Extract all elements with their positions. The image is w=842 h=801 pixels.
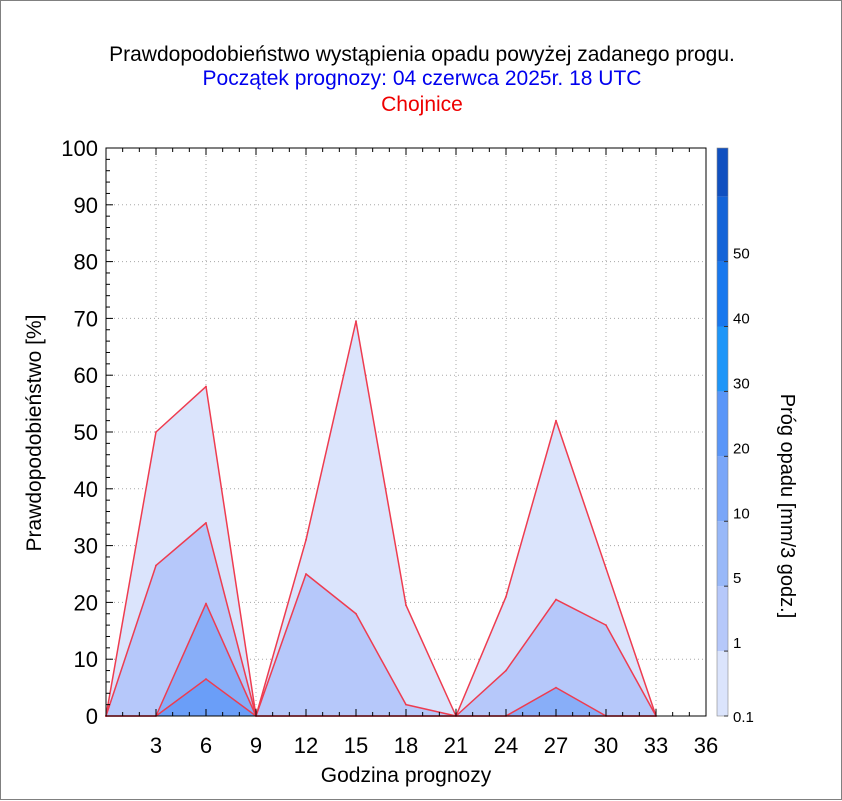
x-tick-label: 12 <box>294 733 318 758</box>
data-point-0.1 <box>555 419 557 422</box>
y-tick-label: 70 <box>74 306 98 331</box>
y-tick-label: 50 <box>74 420 98 445</box>
colorbar-tick-label: 1 <box>733 635 741 652</box>
x-tick-label: 6 <box>200 733 212 758</box>
y-tick-label: 40 <box>74 477 98 502</box>
y-tick-label: 10 <box>74 647 98 672</box>
x-tick-label: 15 <box>344 733 368 758</box>
data-point-5 <box>205 602 207 605</box>
x-tick-label: 27 <box>544 733 568 758</box>
colorbar-segment <box>717 391 728 457</box>
colorbar-segment <box>717 456 728 522</box>
colorbar-segment <box>717 196 728 262</box>
colorbar-tick-label: 50 <box>733 246 750 263</box>
y-tick-label: 100 <box>61 136 98 161</box>
colorbar-tick-label: 40 <box>733 311 750 328</box>
location-label: Chojnice <box>381 93 463 116</box>
colorbar-tick-label: 10 <box>733 505 750 522</box>
colorbar-segment <box>717 651 728 716</box>
y-axis-title: Prawdopodobieństwo [%] <box>23 315 46 552</box>
data-point-1 <box>405 703 407 706</box>
x-tick-label: 9 <box>250 733 262 758</box>
x-tick-label: 3 <box>150 733 162 758</box>
x-tick-label: 30 <box>594 733 618 758</box>
outline-threshold-0.1 <box>105 320 657 717</box>
y-tick-labels: 0 10 20 30 40 50 60 70 80 90 100 <box>61 136 98 729</box>
data-point-0.1 <box>155 431 157 433</box>
chart-title: Prawdopodobieństwo wystąpienia opadu pow… <box>109 43 735 66</box>
data-point-5 <box>555 686 557 689</box>
y-tick-label: 60 <box>74 363 98 388</box>
colorbar-tick-labels: 0.1 1 5 10 20 30 40 50 <box>724 246 754 726</box>
area-threshold-1 <box>106 522 656 716</box>
data-point-1 <box>355 612 357 615</box>
data-point-0.1 <box>405 604 407 607</box>
data-point-1 <box>505 669 507 672</box>
data-point-1 <box>205 521 207 524</box>
area-threshold-0.1 <box>106 321 656 716</box>
colorbar-title: Próg opadu [mm/3 godz.] <box>776 394 798 619</box>
data-point-0.1 <box>305 539 307 541</box>
y-tick-label: 30 <box>74 534 98 559</box>
colorbar-segment <box>717 148 728 197</box>
data-point-1 <box>605 624 607 627</box>
colorbar <box>716 147 729 717</box>
x-tick-labels: 3 6 9 12 15 18 21 24 27 30 33 36 <box>150 733 718 758</box>
colorbar-segment <box>717 326 728 392</box>
outline-threshold-1 <box>105 522 657 717</box>
colorbar-segment <box>717 521 728 587</box>
x-tick-label: 21 <box>444 733 468 758</box>
data-point-1 <box>555 598 557 601</box>
x-tick-label: 36 <box>694 733 718 758</box>
x-tick-label: 18 <box>394 733 418 758</box>
data-point-1 <box>305 573 307 575</box>
data-point-10 <box>205 678 207 680</box>
axis-ticks <box>106 148 690 716</box>
data-point-0.1 <box>205 385 207 388</box>
data-point-0.1 <box>505 595 507 598</box>
colorbar-tick-label: 30 <box>733 375 750 392</box>
y-tick-label: 90 <box>74 193 98 218</box>
colorbar-segment <box>717 261 728 327</box>
y-tick-label: 0 <box>86 704 98 729</box>
forecast-start-subtitle: Początek prognozy: 04 czerwca 2025r. 18 … <box>202 67 642 90</box>
colorbar-tick-label: 0.1 <box>733 709 754 726</box>
x-axis-title: Godzina prognozy <box>321 764 492 787</box>
data-point-0.1 <box>355 320 357 323</box>
colorbar-border <box>716 147 729 717</box>
probability-areas <box>106 321 656 716</box>
x-tick-label: 24 <box>494 733 518 758</box>
y-tick-label: 20 <box>74 590 98 615</box>
colorbar-tick-label: 5 <box>733 570 741 587</box>
colorbar-segment <box>717 586 728 652</box>
data-point-0.1 <box>605 567 607 570</box>
data-point-1 <box>155 564 157 567</box>
x-tick-label: 33 <box>644 733 668 758</box>
colorbar-tick-label: 20 <box>733 440 750 457</box>
y-tick-label: 80 <box>74 250 98 275</box>
